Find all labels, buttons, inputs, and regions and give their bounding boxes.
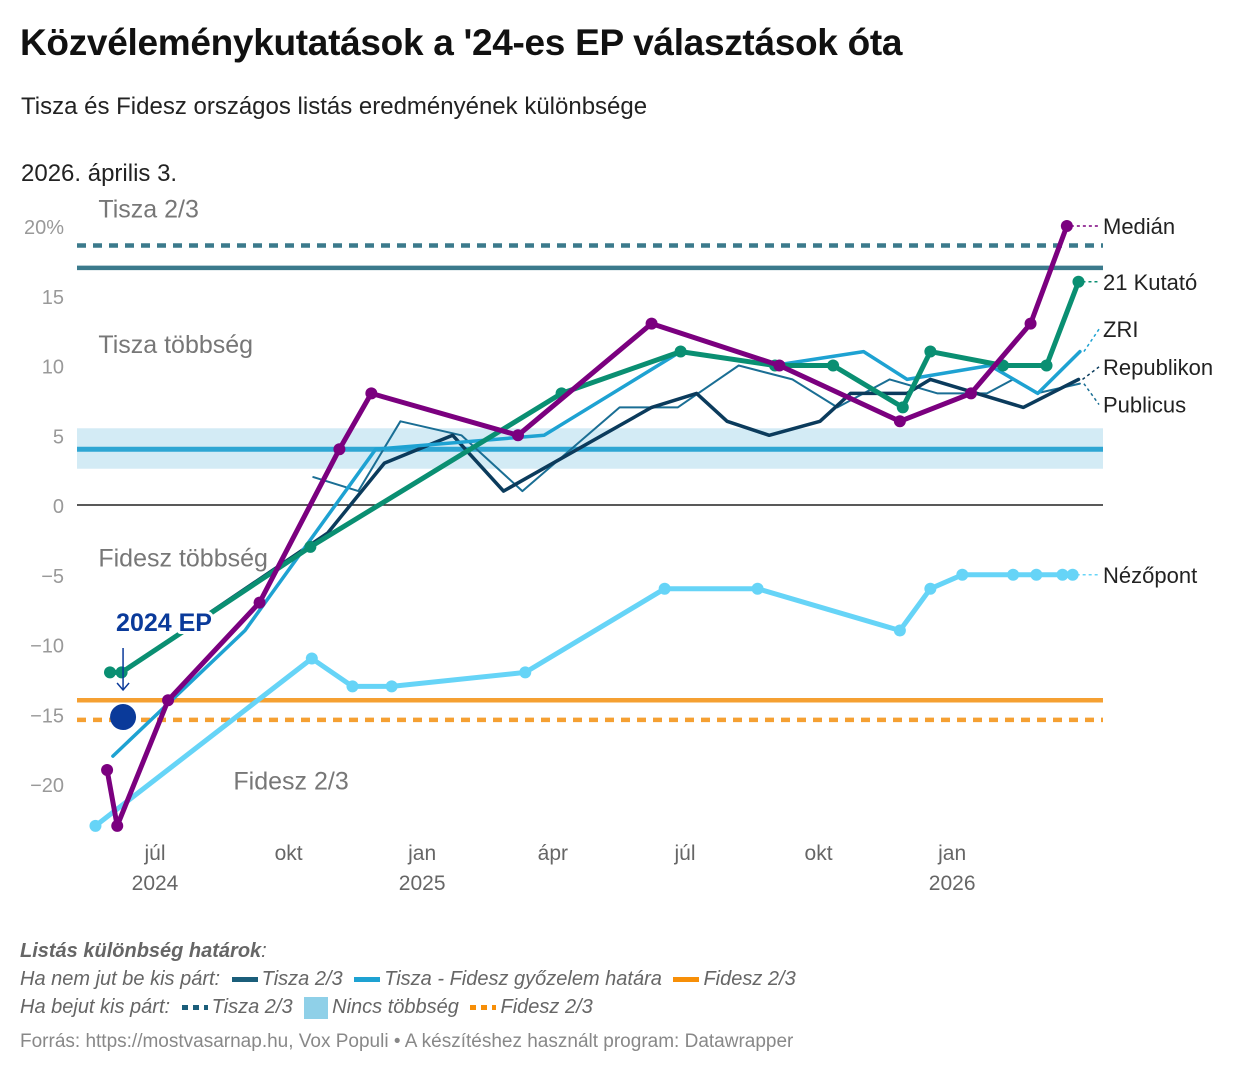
x-tick-label: okt — [805, 842, 833, 865]
label-connector — [1083, 383, 1100, 405]
ep-result-dot — [110, 704, 137, 731]
data-point — [1072, 275, 1085, 288]
data-point — [1030, 568, 1043, 581]
x-tick-year: 2025 — [399, 872, 446, 895]
data-point — [893, 415, 906, 428]
y-tick-label: 15 — [42, 287, 64, 309]
data-point — [365, 387, 378, 400]
data-point — [896, 401, 909, 414]
data-point — [674, 345, 687, 358]
series-label: Medián — [1103, 214, 1175, 239]
legend-item: Nincs többség — [332, 996, 459, 1018]
legend-row2-label: Ha bejut kis párt: — [20, 996, 171, 1018]
y-tick-label: −5 — [41, 566, 64, 588]
series-n-z-pont — [89, 568, 1099, 832]
y-tick-label: −15 — [30, 705, 64, 727]
legend-item: Tisza 2/3 — [211, 996, 293, 1018]
label-connector — [1082, 366, 1100, 381]
line-chart: 20% 15 10 5 0 −5 −10 −15 −20 júl 2024 okt jan 2025 ápr… — [23, 195, 1214, 895]
data-point — [645, 317, 658, 330]
data-point — [111, 819, 124, 832]
legend-row1-label: Ha nem jut be kis párt: — [20, 968, 221, 990]
series-republikon — [119, 366, 1100, 675]
chart-subtitle: Tisza és Fidesz országos listás eredmény… — [21, 93, 648, 120]
legend-swatch-dashed-orange — [470, 1005, 497, 1011]
data-point — [751, 582, 764, 595]
legend-swatch-dashed-dark — [181, 1005, 208, 1011]
legend-swatch-solid-dark — [231, 977, 258, 983]
series-label: Republikon — [1103, 355, 1213, 380]
legend-swatch-band — [304, 996, 329, 1019]
data-point — [519, 666, 532, 679]
data-point — [512, 429, 524, 442]
data-point — [965, 387, 978, 400]
legend-swatch-solid-orange — [673, 977, 700, 983]
y-tick-label: 5 — [53, 426, 64, 448]
data-point — [89, 819, 102, 832]
legend-item: Tisza 2/3 — [261, 968, 343, 990]
data-point — [1056, 568, 1069, 581]
ep-arrow-head-icon — [116, 682, 130, 692]
zone-label: Tisza 2/3 — [98, 196, 199, 224]
source-note: Forrás: https://mostvasarnap.hu, Vox Pop… — [20, 1031, 794, 1052]
series-line — [312, 364, 1081, 493]
series-label: Publicus — [1103, 393, 1186, 418]
y-tick-label: −10 — [30, 636, 64, 658]
series-publicus — [312, 364, 1100, 493]
data-point — [346, 680, 359, 693]
legend-swatch-solid-blue — [354, 977, 381, 983]
data-point — [1040, 359, 1053, 372]
label-connector — [1083, 328, 1100, 352]
legend-heading: Listás különbség határok — [20, 940, 262, 962]
x-tick-label: okt — [275, 842, 303, 865]
x-tick-label: ápr — [538, 842, 568, 865]
data-point — [924, 345, 937, 358]
data-point — [103, 666, 116, 679]
data-point — [924, 582, 937, 595]
data-point — [101, 764, 114, 777]
data-point — [115, 666, 128, 679]
legend-item: Fidesz 2/3 — [500, 996, 593, 1018]
data-point — [893, 624, 906, 637]
legend-item: Fidesz 2/3 — [703, 968, 796, 990]
series-medi-n — [101, 220, 1099, 832]
x-tick-label: júl — [143, 842, 165, 865]
zone-label: Fidesz 2/3 — [233, 768, 348, 796]
data-point — [827, 359, 840, 372]
data-point — [1024, 317, 1037, 330]
x-tick-label: jan — [407, 842, 436, 865]
data-point — [253, 596, 266, 609]
data-point — [1066, 568, 1079, 581]
x-tick-label: júl — [673, 842, 695, 865]
date-label: 2026. április 3. — [21, 160, 178, 187]
data-point — [1060, 220, 1073, 232]
data-point — [305, 652, 318, 665]
series-line — [104, 223, 1070, 829]
y-tick-label: 20% — [24, 217, 64, 239]
x-tick-label: jan — [937, 842, 966, 865]
series-line — [119, 377, 1081, 675]
series-label: ZRI — [1103, 317, 1138, 342]
x-tick-year: 2024 — [132, 872, 179, 895]
series-label: Nézőpont — [1103, 563, 1197, 588]
data-point — [658, 582, 671, 595]
data-point — [1007, 568, 1020, 581]
zone-label: Tisza többség — [98, 331, 253, 359]
data-point — [385, 680, 398, 693]
chart-title: Közvéleménykutatások a '24-es EP választ… — [20, 22, 903, 63]
x-tick-year: 2026 — [929, 872, 976, 895]
data-point — [773, 359, 786, 372]
data-point — [304, 540, 317, 553]
y-tick-label: 0 — [53, 496, 64, 518]
series-label: 21 Kutató — [1103, 270, 1197, 295]
legend-item: Tisza - Fidesz győzelem határa — [384, 968, 662, 990]
y-tick-label: −20 — [30, 775, 64, 797]
data-point — [162, 694, 175, 707]
zone-label: Fidesz többség — [98, 544, 268, 572]
data-point — [333, 443, 346, 456]
ep-label: 2024 EP — [116, 609, 212, 637]
legend: Listás különbség határok: Ha nem jut be … — [20, 940, 796, 1019]
data-point — [956, 568, 969, 581]
y-tick-label: 10 — [42, 357, 64, 379]
